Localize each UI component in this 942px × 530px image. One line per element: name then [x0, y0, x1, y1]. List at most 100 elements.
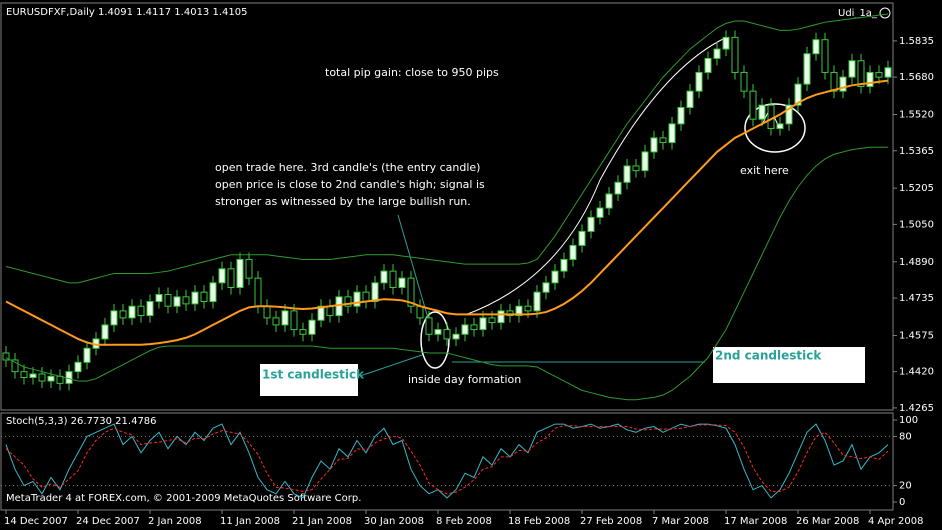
candle-body	[677, 107, 685, 125]
candle-body	[47, 375, 55, 382]
candle-body	[794, 83, 802, 106]
candle-body	[20, 371, 28, 379]
candle-body	[83, 347, 91, 363]
candle-body	[848, 60, 856, 78]
candle-body	[272, 317, 280, 326]
candle-body	[443, 329, 451, 340]
candle-body	[155, 294, 163, 303]
candle-body	[209, 282, 217, 303]
x-tick-label: 4 Apr 2008	[868, 516, 923, 527]
y-tick-label: 80	[899, 431, 912, 442]
x-tick-label: 18 Feb 2008	[508, 516, 570, 527]
y-tick-label: 1.5205	[899, 183, 934, 194]
candle-body	[434, 329, 442, 335]
y-tick-label: 1.5835	[899, 36, 934, 47]
x-tick-label: 27 Feb 2008	[580, 516, 642, 527]
candle-body	[452, 333, 460, 340]
x-tick-label: 2 Jan 2008	[148, 516, 202, 527]
candle-body	[389, 270, 397, 289]
candle-body	[857, 60, 865, 87]
candle-body	[542, 282, 550, 293]
candle-body	[380, 270, 388, 284]
candle-body	[371, 282, 379, 303]
candle-body	[812, 39, 820, 55]
candle-body	[884, 67, 892, 78]
candle-body	[362, 291, 370, 303]
candle-body	[569, 244, 577, 260]
candle-body	[146, 301, 154, 317]
candle-body	[767, 104, 775, 130]
candle-body	[713, 48, 721, 59]
candle-body	[659, 137, 667, 144]
candle-body	[704, 57, 712, 73]
y-tick-label: 1.4890	[899, 257, 934, 268]
candle-body	[803, 53, 811, 85]
candle-body	[776, 123, 784, 130]
indicator-window	[0, 412, 894, 511]
candle-body	[731, 36, 739, 73]
candle-body	[614, 181, 622, 195]
candle-body	[200, 291, 208, 303]
x-tick-label: 7 Mar 2008	[652, 516, 709, 527]
candle-body	[461, 324, 469, 335]
candle-body	[308, 319, 316, 335]
candle-body	[758, 104, 766, 120]
annotation: inside day formation	[408, 373, 521, 386]
candle-body	[515, 305, 523, 317]
candle-body	[695, 71, 703, 92]
annotation: 1st candlestick	[262, 368, 365, 382]
y-tick-label: 1.5050	[899, 219, 934, 230]
y-tick-label: 1.4735	[899, 293, 934, 304]
candle-body	[425, 317, 433, 335]
candle-body	[128, 305, 136, 319]
candle-body	[560, 258, 568, 272]
indicator-title: Stoch(5,3,3) 26.7730 21.4786	[6, 416, 157, 427]
candle-body	[290, 310, 298, 331]
y-tick-label: 1.4420	[899, 367, 934, 378]
x-tick-label: 14 Dec 2007	[4, 516, 68, 527]
inside-day-ellipse	[420, 311, 450, 369]
candle-body	[245, 258, 253, 279]
x-tick-label: 8 Feb 2008	[436, 516, 492, 527]
candle-body	[110, 310, 118, 326]
y-tick-label: 1.4575	[899, 330, 934, 341]
main-window	[0, 2, 894, 411]
candle-body	[164, 294, 172, 307]
candle-body	[632, 165, 640, 172]
y-tick-label: 0	[899, 497, 905, 508]
candle-body	[101, 324, 109, 340]
y-tick-label: 1.5680	[899, 72, 934, 83]
candle-body	[191, 291, 199, 305]
first-candle-arrow	[359, 354, 423, 377]
candle-body	[524, 305, 532, 312]
candle-body	[2, 352, 10, 361]
candle-body	[254, 277, 262, 307]
trend-arrow	[464, 37, 726, 316]
x-tick-label: 24 Dec 2007	[76, 516, 140, 527]
y-tick-label: 1.4265	[899, 403, 934, 414]
overlay-line	[5, 79, 889, 346]
indicator-line	[5, 423, 889, 499]
candle-body	[551, 270, 559, 284]
candle-body	[137, 305, 145, 317]
candle-body	[650, 137, 658, 153]
y-tick-label: 20	[899, 481, 912, 492]
candle-body	[227, 268, 235, 289]
candle-body	[875, 71, 883, 78]
candle-body	[299, 329, 307, 335]
x-tick-label: 17 Mar 2008	[724, 516, 787, 527]
candle-body	[785, 104, 793, 125]
annotation: exit here	[740, 164, 789, 177]
overlay-line	[5, 146, 888, 401]
candle-body	[587, 216, 595, 232]
candle-body	[533, 291, 541, 312]
candle-body	[65, 371, 73, 384]
overlay-line	[5, 13, 889, 284]
candle-body	[506, 310, 514, 317]
annotation: open trade here. 3rd candle's (the entry…	[215, 161, 480, 174]
annotation: 2nd candlestick	[715, 349, 822, 363]
candle-body	[830, 71, 838, 92]
candle-body	[866, 71, 874, 87]
candle-body	[740, 71, 748, 92]
